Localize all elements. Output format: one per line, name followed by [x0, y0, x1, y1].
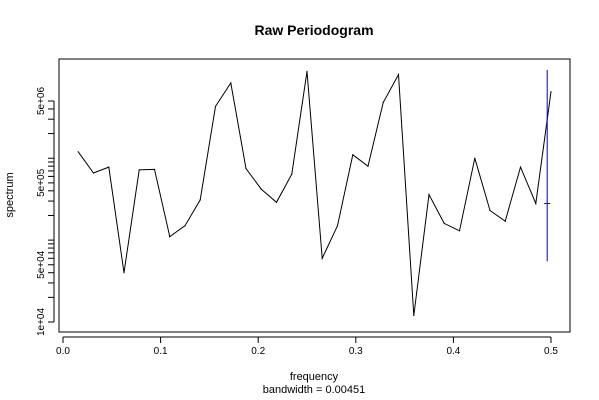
data-point: [230, 82, 232, 84]
bandwidth-label: bandwidth = 0.00451: [263, 384, 365, 396]
y-tick-label: 5e+05: [36, 168, 47, 197]
data-point: [550, 91, 552, 93]
y-tick-label: 1e+04: [36, 308, 47, 337]
x-tick-label: 0.1: [154, 346, 168, 357]
data-point: [245, 167, 247, 170]
x-tick-label: 0.0: [56, 346, 70, 357]
data-point: [321, 257, 323, 259]
data-point: [153, 168, 156, 170]
data-point: [77, 151, 79, 153]
x-tick-label: 0.3: [349, 346, 363, 357]
confidence-bar: [544, 69, 551, 262]
data-point: [199, 199, 201, 201]
data-point: [260, 188, 262, 190]
data-point: [489, 209, 491, 212]
data-point: [519, 166, 522, 168]
y-tick-label: 5e+06: [36, 87, 47, 116]
data-point: [138, 169, 140, 171]
data-point: [443, 222, 445, 224]
data-point: [352, 154, 354, 156]
y-axis: 1e+04 5e+04 5e+05 5e+06: [36, 87, 55, 337]
data-point: [169, 236, 171, 238]
x-axis-label: frequency: [290, 371, 339, 383]
data-point: [535, 202, 537, 205]
data-point: [275, 201, 278, 203]
x-tick-label: 0.5: [544, 346, 558, 357]
data-point: [413, 314, 415, 317]
data-point: [184, 225, 186, 227]
data-point: [474, 157, 476, 159]
data-point: [291, 173, 293, 175]
data-point: [92, 172, 95, 174]
data-point: [108, 166, 110, 168]
spectrum-points: [77, 70, 552, 317]
data-point: [458, 230, 461, 232]
x-tick-label: 0.4: [446, 346, 460, 357]
plot-frame: [58, 58, 571, 333]
data-point: [123, 272, 125, 274]
data-point: [428, 194, 430, 196]
data-point: [214, 105, 217, 107]
data-point: [397, 74, 400, 76]
data-point: [504, 220, 506, 222]
data-point: [336, 225, 339, 227]
data-point: [367, 165, 369, 167]
x-tick-label: 0.2: [251, 346, 265, 357]
chart-title: Raw Periodogram: [254, 22, 373, 38]
data-point: [306, 70, 308, 72]
x-axis: 0.0 0.1 0.2 0.3 0.4 0.5: [56, 336, 558, 357]
y-axis-label: spectrum: [4, 172, 16, 217]
spectrum-line: [77, 71, 552, 316]
data-point: [382, 101, 384, 104]
y-tick-label: 5e+04: [36, 250, 47, 279]
